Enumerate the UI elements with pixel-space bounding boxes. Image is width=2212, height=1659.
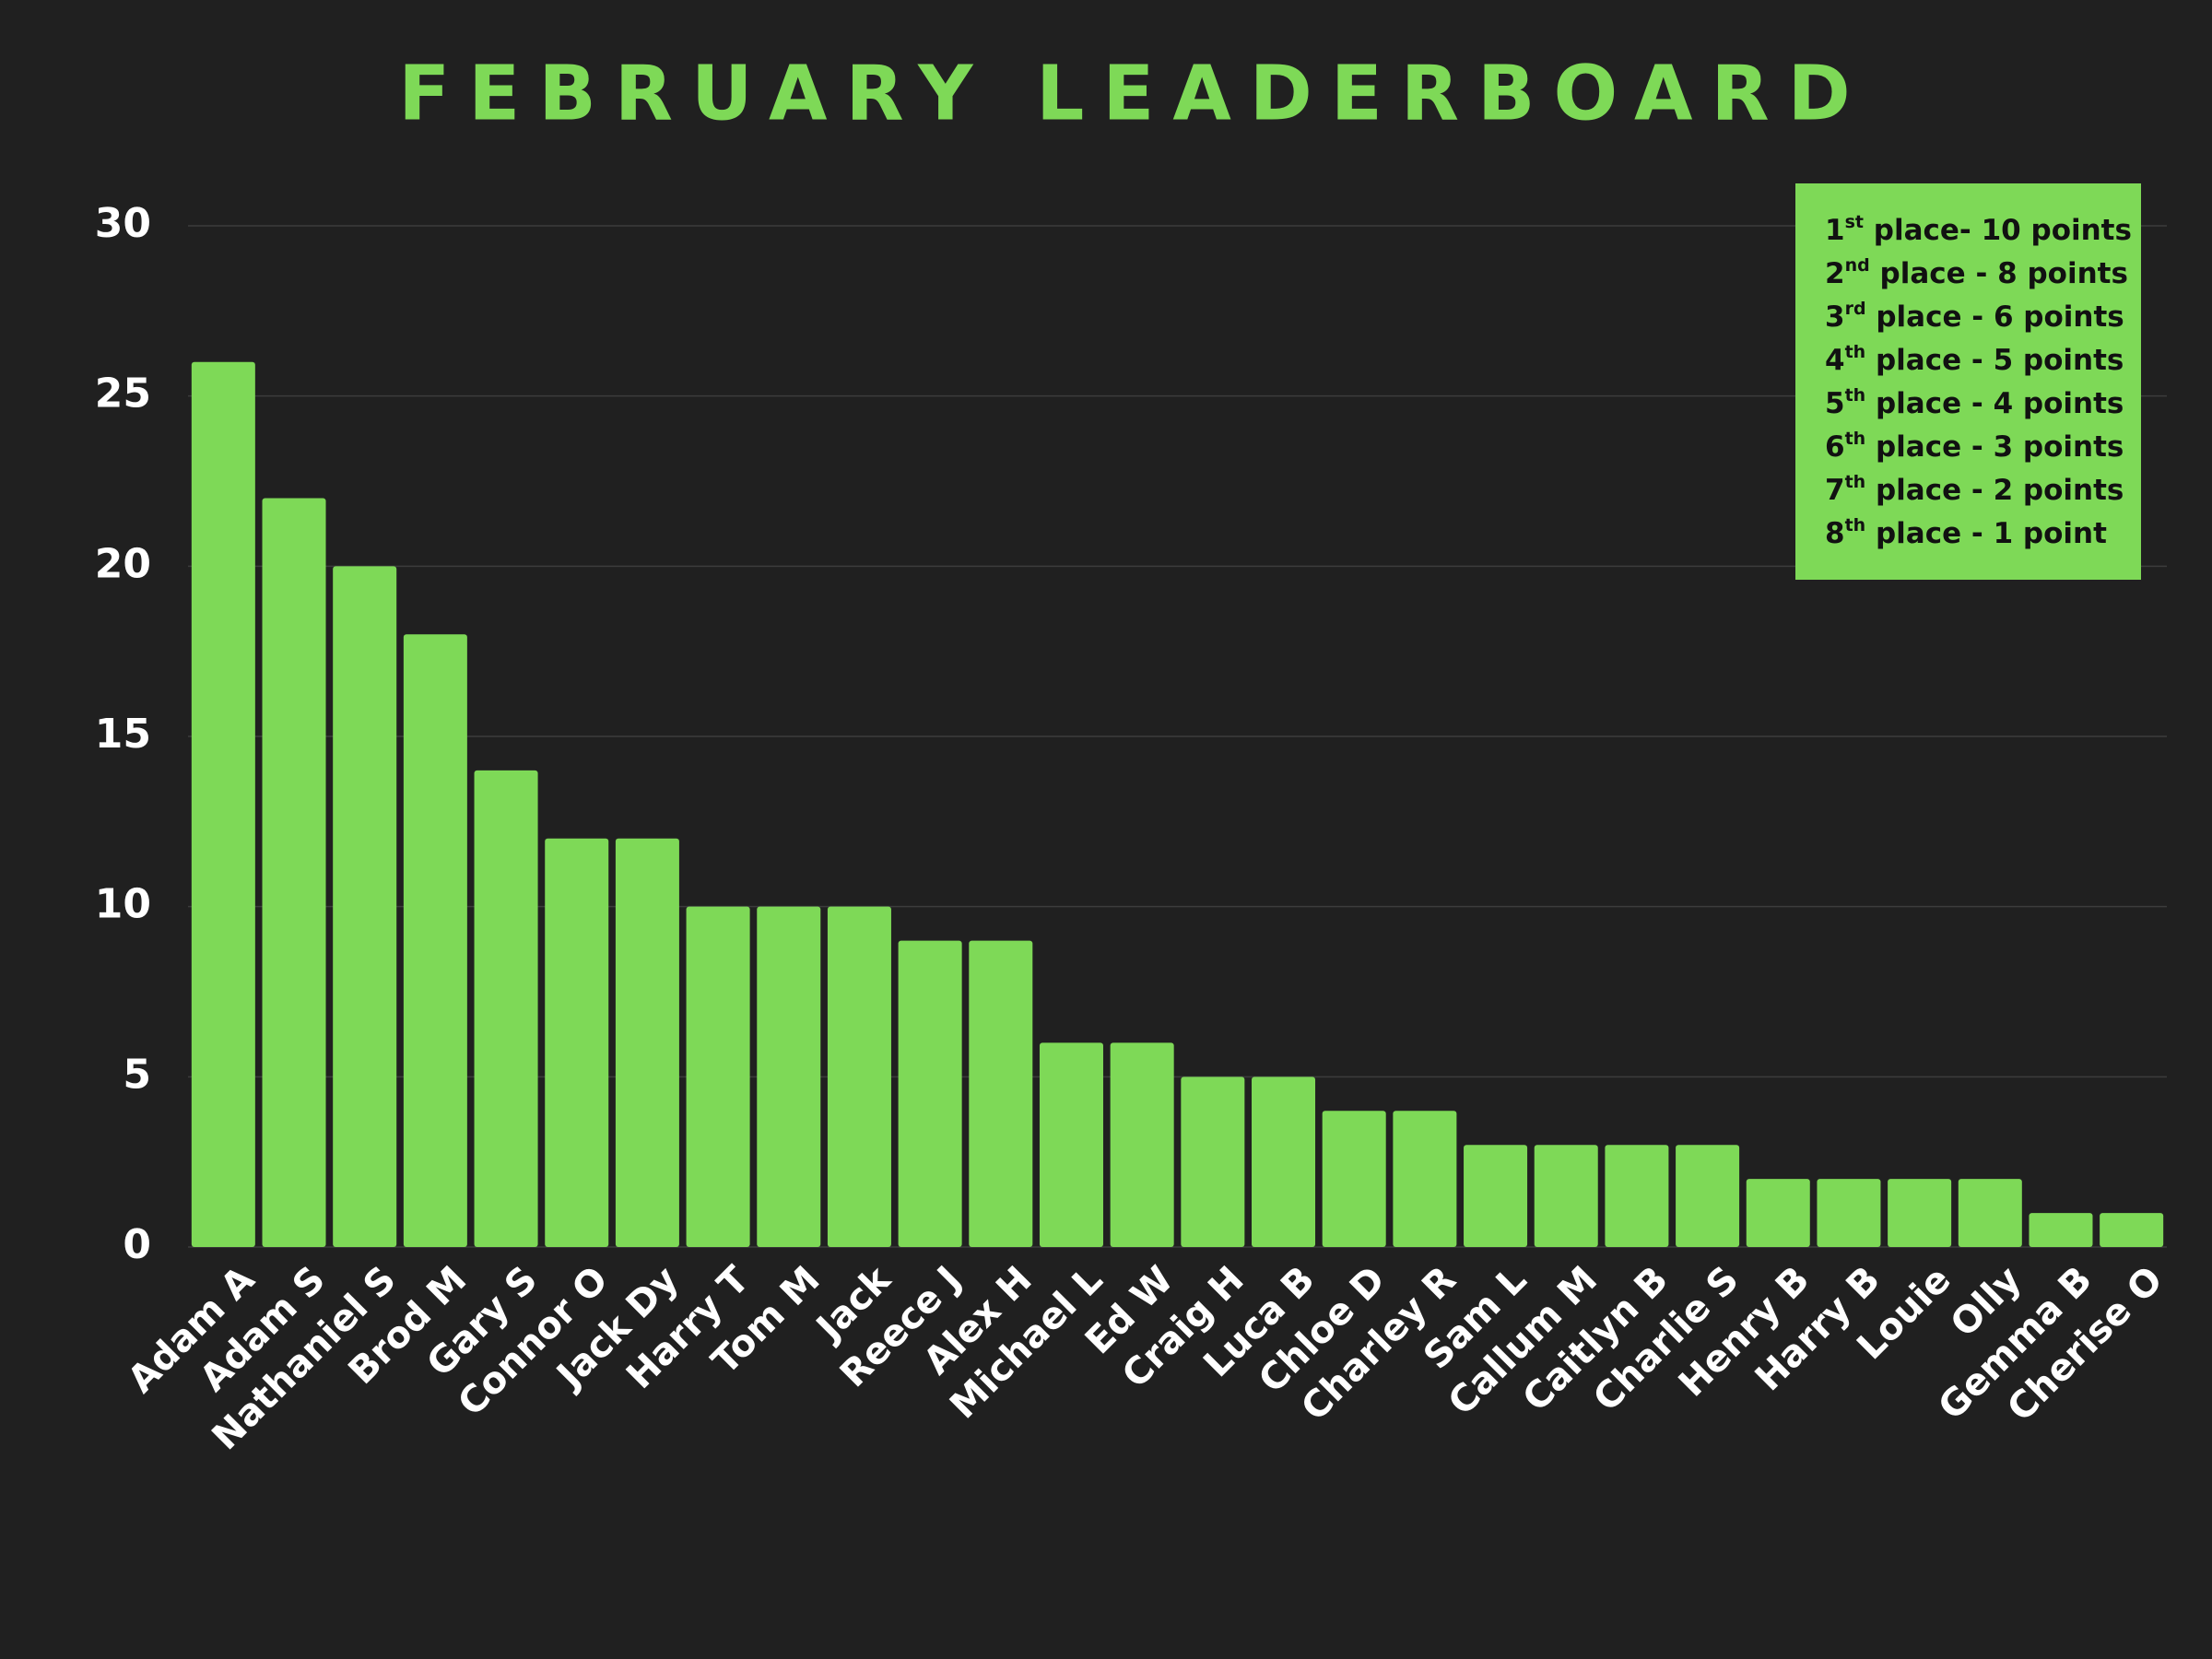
- bar: [1605, 1145, 1669, 1247]
- rank-suffix: th: [1845, 515, 1866, 535]
- bar: [1110, 1042, 1174, 1247]
- legend-line: 3rd place - 6 points: [1825, 299, 2124, 334]
- bar: [2029, 1213, 2093, 1247]
- rank-number: 1: [1825, 214, 1845, 247]
- bar: [191, 361, 255, 1247]
- y-tick-label: 15: [95, 711, 151, 758]
- bar: [1746, 1179, 1810, 1247]
- rank-suffix: nd: [1845, 255, 1870, 276]
- bar: [1888, 1179, 1952, 1247]
- rank-points: place - 3 points: [1865, 430, 2124, 464]
- bar: [827, 906, 891, 1247]
- bar: [1958, 1179, 2022, 1247]
- rank-points: place - 8 points: [1870, 257, 2128, 290]
- bar: [403, 634, 467, 1247]
- bar: [1252, 1077, 1316, 1247]
- rank-points: place - 4 points: [1865, 387, 2124, 420]
- bar: [474, 770, 538, 1247]
- bar: [2100, 1213, 2164, 1247]
- bar: [1676, 1145, 1740, 1247]
- rank-suffix: th: [1845, 429, 1866, 449]
- rank-points: place- 10 points: [1864, 214, 2132, 247]
- rank-number: 6: [1825, 430, 1845, 464]
- rank-points: place - 5 points: [1865, 344, 2124, 377]
- bar: [969, 940, 1033, 1247]
- rank-points: place - 1 point: [1865, 517, 2107, 550]
- rank-suffix: st: [1845, 212, 1864, 232]
- bar: [545, 838, 609, 1247]
- rank-number: 7: [1825, 474, 1845, 507]
- y-tick-label: 20: [95, 540, 151, 587]
- legend-line: 8th place - 1 point: [1825, 515, 2107, 550]
- bar: [333, 566, 397, 1247]
- legend-line: 6th place - 3 points: [1825, 429, 2124, 464]
- rank-suffix: th: [1845, 342, 1866, 362]
- legend-line: 5th place - 4 points: [1825, 385, 2124, 420]
- legend-box: [1795, 183, 2141, 580]
- bar: [1534, 1145, 1598, 1247]
- rank-suffix: th: [1845, 385, 1866, 406]
- rank-suffix: th: [1845, 472, 1866, 492]
- rank-points: place - 2 points: [1865, 474, 2124, 507]
- rank-number: 5: [1825, 387, 1845, 420]
- bar: [686, 906, 750, 1247]
- chart-title: FEBRUARY LEADERBOARD: [398, 50, 1868, 137]
- bar: [1393, 1111, 1457, 1247]
- rank-number: 8: [1825, 517, 1845, 550]
- rank-number: 2: [1825, 257, 1845, 290]
- rank-number: 4: [1825, 344, 1845, 377]
- legend-line: 4th place - 5 points: [1825, 342, 2124, 377]
- bar: [1039, 1042, 1103, 1247]
- bar: [757, 906, 821, 1247]
- rank-points: place - 6 points: [1866, 300, 2124, 334]
- legend-line: 1st place- 10 points: [1825, 212, 2132, 247]
- bar: [898, 940, 962, 1247]
- rank-suffix: rd: [1845, 299, 1866, 319]
- y-tick-label: 5: [123, 1051, 151, 1098]
- bar: [615, 838, 679, 1247]
- y-tick-label: 30: [95, 200, 151, 247]
- legend-line: 2nd place - 8 points: [1825, 255, 2128, 290]
- bar: [262, 498, 326, 1247]
- y-tick-label: 10: [95, 881, 151, 928]
- rank-number: 3: [1825, 300, 1845, 334]
- bar: [1817, 1179, 1881, 1247]
- bar: [1464, 1145, 1528, 1247]
- y-tick-label: 25: [95, 371, 151, 418]
- y-tick-label: 0: [123, 1221, 151, 1268]
- bar: [1322, 1111, 1386, 1247]
- bar: [1181, 1077, 1245, 1247]
- legend-line: 7th place - 2 points: [1825, 472, 2124, 507]
